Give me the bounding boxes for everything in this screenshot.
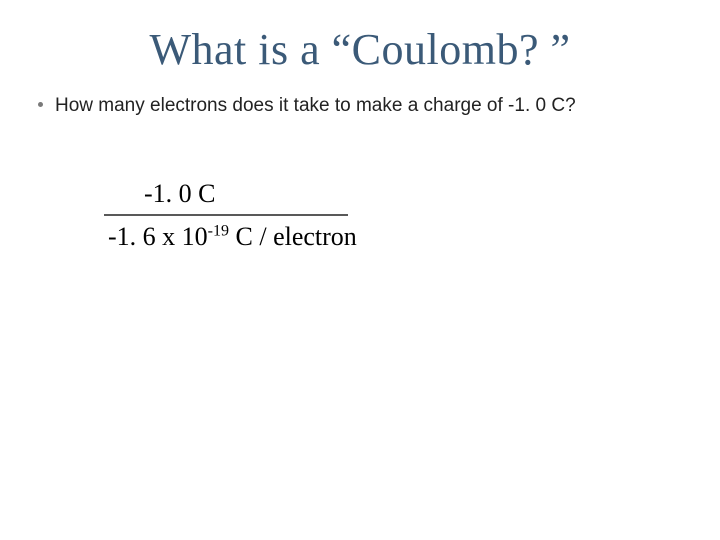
bullet-row: How many electrons does it take to make … bbox=[38, 93, 688, 119]
fraction-line bbox=[104, 214, 348, 216]
bullet-dot-icon bbox=[38, 102, 43, 107]
equation-denominator: -1. 6 x 10-19 C / electron bbox=[104, 222, 361, 252]
denominator-suffix: C / electron bbox=[229, 222, 357, 251]
equation-numerator: -1. 0 C bbox=[140, 179, 361, 212]
denominator-exponent: -19 bbox=[208, 222, 229, 239]
bullet-text: How many electrons does it take to make … bbox=[55, 93, 576, 119]
denominator-prefix: -1. 6 x 10 bbox=[108, 222, 208, 251]
slide-title: What is a “Coulomb? ” bbox=[32, 24, 688, 75]
equation-fraction: -1. 0 C -1. 6 x 10-19 C / electron bbox=[104, 179, 361, 252]
slide-container: What is a “Coulomb? ” How many electrons… bbox=[0, 0, 720, 540]
